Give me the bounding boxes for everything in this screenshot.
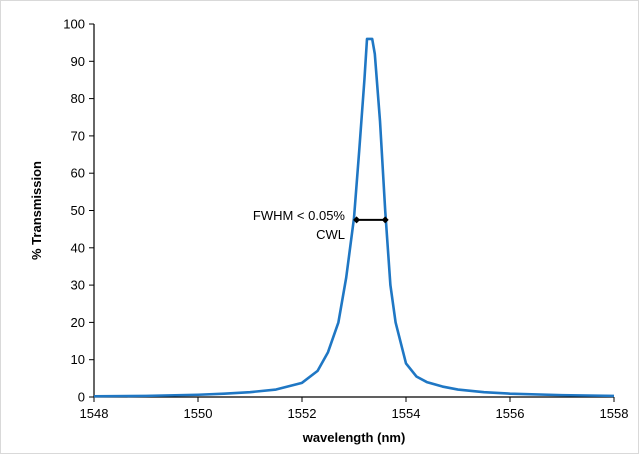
x-tick-label: 1550 <box>184 406 213 421</box>
y-tick-label: 40 <box>71 240 85 255</box>
y-axis-title: % Transmission <box>29 161 44 260</box>
x-tick-label: 1556 <box>496 406 525 421</box>
x-tick-label: 1558 <box>600 406 629 421</box>
y-tick-label: 70 <box>71 128 85 143</box>
ticks: 0 10 20 30 40 50 60 70 80 90 100 1548 1550 1552 1554 15… <box>63 17 628 422</box>
fwhm-annotation-text: FWHM < 0.05% <box>253 208 346 223</box>
y-tick-label: 50 <box>71 203 85 218</box>
x-tick-label: 1554 <box>392 406 421 421</box>
y-tick-label: 60 <box>71 166 85 181</box>
y-tick-label: 10 <box>71 352 85 367</box>
annotation-layer: FWHM < 0.05% CWL <box>253 208 389 242</box>
y-tick-label: 30 <box>71 278 85 293</box>
x-axis-title: wavelength (nm) <box>302 430 406 445</box>
fwhm-marker-diamond <box>353 216 361 224</box>
y-tick-label: 20 <box>71 315 85 330</box>
fwhm-annotation-text: CWL <box>316 227 345 242</box>
transmission-series-line <box>93 37 615 398</box>
y-tick-label: 0 <box>78 390 85 405</box>
y-tick-label: 100 <box>63 17 85 32</box>
y-tick-label: 80 <box>71 91 85 106</box>
x-tick-label: 1548 <box>80 406 109 421</box>
series-layer <box>93 37 615 398</box>
x-tick-label: 1552 <box>288 406 317 421</box>
y-tick-label: 90 <box>71 54 85 69</box>
fwhm-marker-diamond <box>381 216 389 224</box>
